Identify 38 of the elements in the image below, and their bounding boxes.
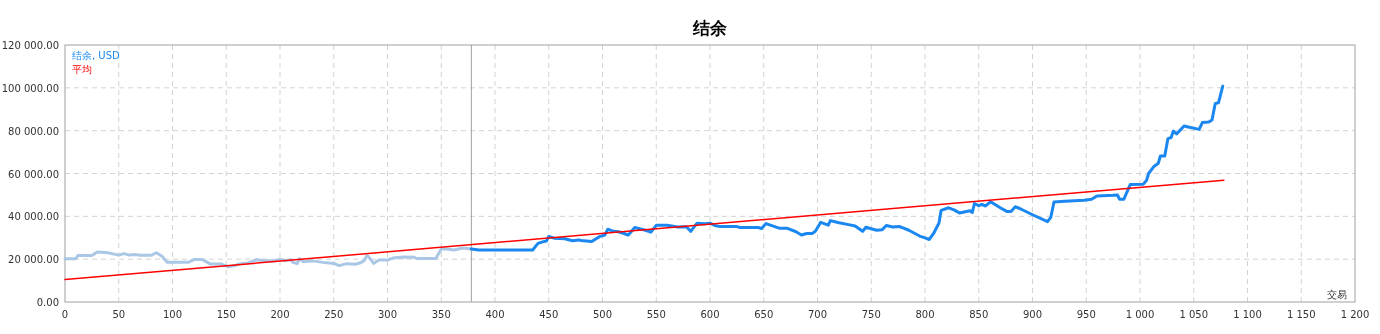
x-tick-label: 150 [216, 309, 236, 320]
x-tick-label: 400 [485, 309, 505, 320]
x-tick-label: 1 150 [1286, 309, 1316, 320]
y-tick-label: 0.00 [36, 297, 59, 308]
x-tick-label: 0 [61, 309, 69, 320]
line-series [63, 246, 473, 269]
x-tick-label: 950 [1076, 309, 1096, 320]
x-tick-label: 1 100 [1233, 309, 1262, 320]
x-tick-label: 550 [646, 309, 666, 320]
y-tick-label: 80 000.00 [8, 125, 59, 137]
y-tick-label: 120 000.00 [1, 40, 59, 51]
x-tick-label: 900 [1022, 309, 1043, 320]
x-tick-label: 600 [700, 309, 720, 320]
x-tick-label: 650 [754, 309, 774, 320]
y-tick-label: 20 000.00 [8, 254, 59, 266]
chart-title: 结余 [692, 18, 728, 38]
y-tick-label: 60 000.00 [8, 168, 59, 180]
x-tick-label: 1 000 [1125, 309, 1155, 320]
text: 平均 [72, 64, 92, 75]
x-tick-label: 500 [592, 309, 613, 320]
x-axis-title: 交易 [1327, 289, 1347, 300]
x-tick-label: 850 [969, 309, 989, 320]
x-tick-label: 450 [539, 309, 559, 320]
x-tick-label: 1 200 [1340, 309, 1370, 320]
y-tick-label: 40 000.00 [8, 211, 59, 223]
x-tick-label: 350 [431, 309, 451, 320]
x-tick-label: 50 [112, 309, 126, 320]
x-tick-label: 250 [324, 309, 344, 320]
x-tick-label: 300 [377, 309, 398, 320]
line-series [469, 84, 1225, 252]
x-tick-label: 100 [162, 309, 183, 320]
x-tick-label: 200 [270, 309, 290, 320]
x-tick-label: 750 [861, 309, 881, 320]
x-tick-label: 800 [915, 309, 935, 320]
x-tick-label: 1 050 [1179, 309, 1209, 320]
y-tick-label: 100 000.00 [1, 82, 59, 94]
text: 结余, USD [72, 50, 121, 61]
x-tick-label: 700 [807, 309, 828, 320]
